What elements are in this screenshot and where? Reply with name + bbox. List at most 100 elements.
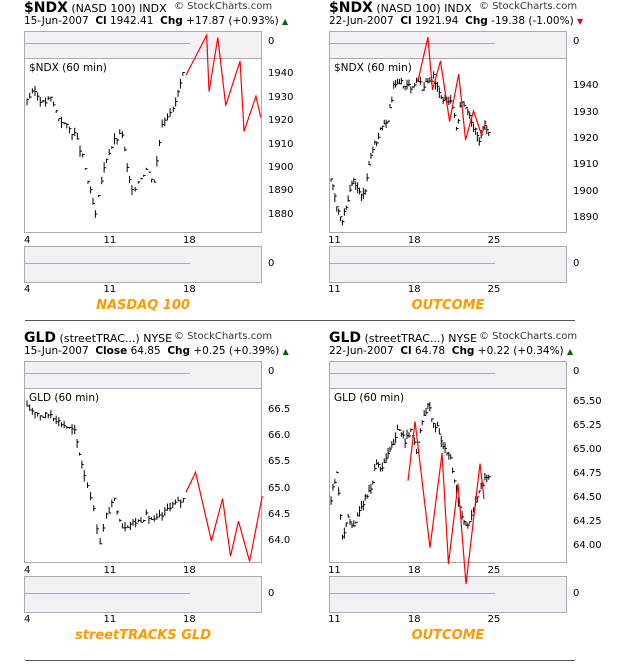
price-bar [68,126,72,134]
y-tick-label: 0 [268,588,275,599]
projection-line [407,421,485,585]
price-bar [175,97,178,107]
x-tick-label: 11 [103,614,117,625]
x-tick-label: 11 [328,235,341,246]
price-bar [74,424,77,434]
price-bar [461,510,465,520]
price-bar [454,479,457,483]
indicator-line [330,43,495,44]
security-name: (NASD 100) [71,2,136,15]
watermark: © StockCharts.com [174,1,273,12]
price-bar [465,107,468,110]
x-tick-label: 11 [328,614,341,625]
price-bar [387,447,391,459]
y-tick-label: 1900 [573,185,599,197]
price-bar [179,79,183,89]
price-bar [353,177,356,184]
x-tick-label: 18 [407,565,421,576]
x-tick-label: 18 [407,235,421,246]
price-bar [372,146,375,153]
price-bar [450,94,453,104]
price-bar [381,462,385,472]
change-value: +17.87 (+0.93%) [186,15,279,27]
y-tick-label: 0 [573,258,580,269]
chart-title: $NDX (NASD 100) INDX [329,0,472,16]
price-plot [330,402,491,585]
y-tick-label: 64.0 [268,535,291,547]
price-bar [71,133,75,141]
price-bar [391,96,394,103]
price-bar [431,418,434,422]
symbol: $NDX [24,0,68,16]
price-bar [76,438,80,448]
y-tick-label: 1910 [573,159,599,171]
indicator-line [25,43,190,44]
price-bar [68,426,72,429]
price-bar [172,501,175,509]
price-bar [400,77,404,85]
price-bar [427,78,430,84]
y-tick-label: 1940 [268,68,294,80]
price-bar [444,442,448,454]
price-bar [143,174,146,177]
price-bar [45,97,48,107]
symbol: $NDX [329,0,373,16]
plot-label: $NDX (60 min) [29,62,107,74]
price-bar [410,428,413,433]
plot-label: GLD (60 min) [334,392,405,404]
close-value: 1942.41 [110,15,154,27]
date: 22-Jun-2007 [329,345,394,357]
price-bar [330,496,334,505]
price-bar [374,463,377,471]
y-tick-label: 64.5 [268,508,291,520]
price-bar [131,185,134,196]
y-tick-label: 1930 [268,91,294,103]
y-tick-label: 0 [268,258,275,269]
price-bar [140,517,143,523]
price-bar [414,82,417,87]
change-label: Chg [167,345,191,357]
x-tick-label: 25 [487,284,501,295]
price-bar [389,446,392,453]
price-bar [31,88,35,94]
x-tick-label: 4 [24,235,31,246]
price-bar [124,146,127,152]
price-bar [81,460,84,469]
price-bar [402,85,406,89]
price-bar [169,108,173,117]
price-bar [177,496,181,502]
price-bar [387,120,391,124]
price-bar [359,187,362,195]
close-label: Cl [95,15,107,27]
price-bar [53,101,56,107]
projection-line [417,37,487,141]
y-tick-label: 65.5 [268,456,291,468]
price-bar [393,438,396,446]
price-bar [454,113,457,118]
price-bar [92,197,95,205]
price-bar [174,499,178,505]
price-bar [119,129,122,135]
price-pane: GLD (60 min) [24,388,262,563]
close-value: 64.78 [415,345,446,357]
y-tick-label: 65.25 [573,420,602,432]
security-name: (NASD 100) [376,2,441,15]
price-bar [134,186,138,192]
price-bar [436,421,440,427]
price-bar [145,509,149,516]
price-bar [74,127,77,137]
price-bar [151,517,154,520]
price-bar [63,420,67,429]
y-tick-label: 1910 [268,138,294,150]
price-bar [124,521,128,532]
y-tick-label: 64.50 [573,491,602,503]
price-bar [455,126,459,131]
bottom-indicator-pane [24,246,262,283]
price-bar [108,506,112,514]
price-bar [106,512,109,519]
price-bar [111,146,114,149]
price-bar [50,410,53,419]
price-bar [140,177,143,180]
date: 15-Jun-2007 [24,15,89,27]
x-tick-label: 25 [487,235,501,246]
